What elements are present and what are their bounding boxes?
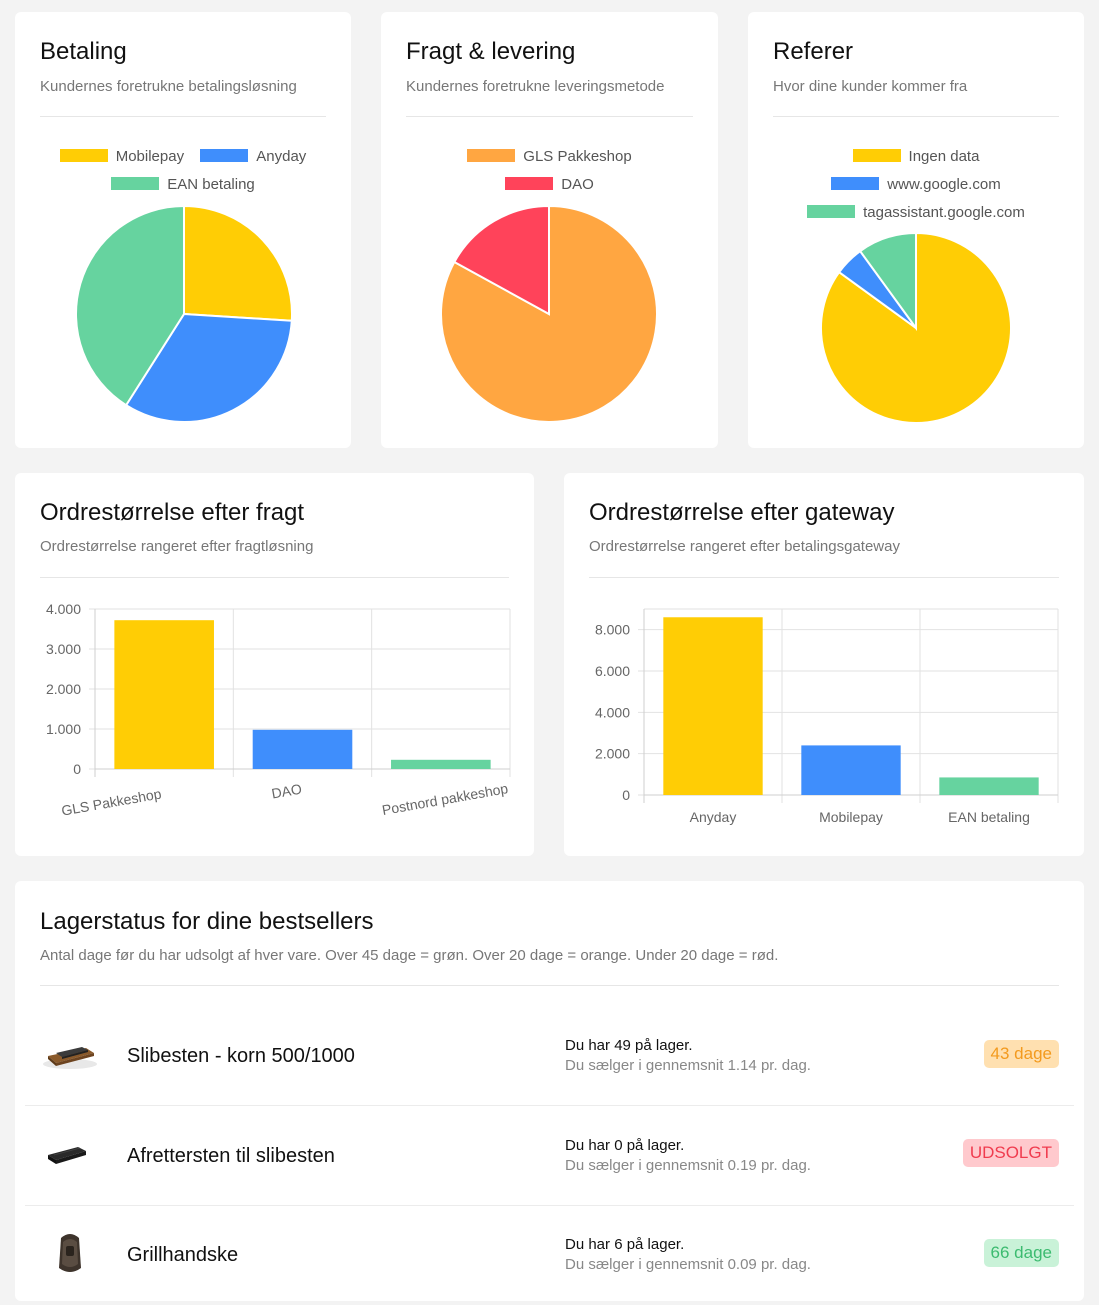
legend-swatch xyxy=(852,149,901,162)
referrer-card: Referer Hvor dine kunder kommer fra Inge… xyxy=(748,12,1084,448)
legend-swatch xyxy=(200,149,249,162)
pie-slice-tagassistant-google-com[interactable] xyxy=(858,232,917,332)
divider xyxy=(406,116,693,117)
product-image-whetstone xyxy=(43,1047,97,1069)
shipping-title: Fragt & levering xyxy=(406,38,576,65)
legend-swatch xyxy=(831,177,880,190)
y-tick-label: 4.000 xyxy=(595,704,630,720)
order-by-shipping-title: Ordrestørrelse efter fragt xyxy=(40,499,305,526)
pie-slice-mobilepay[interactable] xyxy=(183,205,293,322)
payment-subtitle: Kundernes foretrukne betalingsløsning xyxy=(40,78,297,95)
avg-sales: Du sælger i gennemsnit 0.19 pr. dag. xyxy=(565,1157,811,1174)
y-tick-label: 6.000 xyxy=(595,663,630,679)
referrer-subtitle: Hvor dine kunder kommer fra xyxy=(773,78,968,95)
y-tick-label: 2.000 xyxy=(46,681,81,697)
y-tick-label: 1.000 xyxy=(46,721,81,737)
y-tick-label: 0 xyxy=(622,787,630,803)
days-left-badge: 66 dage xyxy=(983,1239,1059,1267)
bar-gls-pakkeshop[interactable] xyxy=(114,620,214,769)
order-by-shipping-bar-chart[interactable]: 0 1.000 2.000 3.000 4.000 GLS Pakkeshop DAO Pos… xyxy=(15,588,534,838)
referrer-pie-chart[interactable] xyxy=(820,232,1012,424)
shipping-subtitle: Kundernes foretrukne leveringsmetode xyxy=(406,78,665,95)
order-by-gateway-subtitle: Ordrestørrelse rangeret efter betalingsg… xyxy=(589,538,900,555)
product-name[interactable]: Slibesten - korn 500/1000 xyxy=(127,1045,355,1067)
product-image-grill-glove xyxy=(59,1234,81,1272)
shipping-pie-chart[interactable] xyxy=(440,205,658,423)
x-tick-label: Anyday xyxy=(690,809,737,825)
x-tick-label: GLS Pakkeshop xyxy=(60,785,163,818)
shipping-card: Fragt & levering Kundernes foretrukne le… xyxy=(381,12,718,448)
payment-pie-chart[interactable] xyxy=(75,205,293,423)
legend-item-mobilepay[interactable]: Mobilepay xyxy=(59,147,184,167)
legend-swatch xyxy=(807,205,856,218)
referrer-legend: Ingen data www.google.com tagassistant.g… xyxy=(748,147,1084,231)
stock-count: Du har 0 på lager. xyxy=(565,1137,685,1154)
avg-sales: Du sælger i gennemsnit 0.09 pr. dag. xyxy=(565,1256,811,1273)
product-name[interactable]: Afrettersten til slibesten xyxy=(127,1145,335,1167)
divider xyxy=(589,577,1059,578)
order-by-gateway-card: Ordrestørrelse efter gateway Ordrestørre… xyxy=(564,473,1084,856)
stock-title: Lagerstatus for dine bestsellers xyxy=(40,908,374,935)
y-tick-label: 3.000 xyxy=(46,641,81,657)
stock-subtitle: Antal dage før du har udsolgt af hver va… xyxy=(40,947,779,964)
divider xyxy=(40,116,326,117)
x-tick-label: Mobilepay xyxy=(819,809,883,825)
payment-card: Betaling Kundernes foretrukne betalingsl… xyxy=(15,12,351,448)
legend-item-google[interactable]: www.google.com xyxy=(831,175,1001,195)
legend-swatch xyxy=(467,149,516,162)
x-tick-label: EAN betaling xyxy=(948,809,1030,825)
bar-anyday[interactable] xyxy=(663,617,763,795)
product-name[interactable]: Grillhandske xyxy=(127,1244,239,1266)
legend-item-dao[interactable]: DAO xyxy=(505,175,594,195)
divider xyxy=(40,985,1059,986)
stock-count: Du har 6 på lager. xyxy=(565,1236,685,1253)
legend-swatch xyxy=(59,149,108,162)
order-by-shipping-subtitle: Ordrestørrelse rangeret efter fragtløsni… xyxy=(40,538,314,555)
order-by-gateway-bar-chart[interactable]: 0 2.000 4.000 6.000 8.000 Anyday Mobilepay EAN … xyxy=(564,588,1084,838)
x-tick-label: Postnord pakkeshop xyxy=(381,780,510,818)
divider xyxy=(773,116,1059,117)
legend-swatch xyxy=(505,177,554,190)
order-by-shipping-card: Ordrestørrelse efter fragt Ordrestørrels… xyxy=(15,473,534,856)
payment-title: Betaling xyxy=(40,38,127,65)
bar-mobilepay[interactable] xyxy=(801,745,901,795)
legend-swatch xyxy=(111,177,160,190)
stock-row[interactable]: Afrettersten til slibesten Du har 0 på l… xyxy=(25,1106,1074,1206)
legend-item-gls[interactable]: GLS Pakkeshop xyxy=(467,147,632,167)
legend-item-ean[interactable]: EAN betaling xyxy=(111,175,255,195)
pie-slice-ean-betaling[interactable] xyxy=(75,205,185,407)
shipping-legend: GLS Pakkeshop DAO xyxy=(381,147,718,203)
days-left-badge: 43 dage xyxy=(983,1040,1059,1068)
stock-card: Lagerstatus for dine bestsellers Antal d… xyxy=(15,881,1084,1301)
x-tick-label: DAO xyxy=(270,781,303,802)
payment-legend: Mobilepay Anyday EAN betaling xyxy=(15,147,351,203)
y-tick-label: 0 xyxy=(73,761,81,777)
legend-item-anyday[interactable]: Anyday xyxy=(200,147,306,167)
bar-postnord-pakkeshop[interactable] xyxy=(391,759,491,769)
stock-row[interactable]: Grillhandske Du har 6 på lager. Du sælge… xyxy=(25,1206,1074,1305)
stock-row[interactable]: Slibesten - korn 500/1000 Du har 49 på l… xyxy=(25,1006,1074,1106)
y-tick-label: 8.000 xyxy=(595,622,630,638)
bar-dao[interactable] xyxy=(252,729,353,769)
stock-count: Du har 49 på lager. xyxy=(565,1037,693,1054)
divider xyxy=(40,577,509,578)
pie-slice-dao[interactable] xyxy=(453,205,550,316)
legend-item-tagassistant[interactable]: tagassistant.google.com xyxy=(807,203,1025,223)
legend-item-ingen-data[interactable]: Ingen data xyxy=(852,147,979,167)
order-by-gateway-title: Ordrestørrelse efter gateway xyxy=(589,499,895,526)
product-image-flattening-stone xyxy=(48,1147,86,1164)
y-tick-label: 4.000 xyxy=(46,601,81,617)
bar-ean-betaling[interactable] xyxy=(939,777,1039,795)
avg-sales: Du sælger i gennemsnit 1.14 pr. dag. xyxy=(565,1057,811,1074)
soldout-badge: UDSOLGT xyxy=(962,1139,1059,1167)
referrer-title: Referer xyxy=(773,38,854,65)
y-tick-label: 2.000 xyxy=(595,746,630,762)
